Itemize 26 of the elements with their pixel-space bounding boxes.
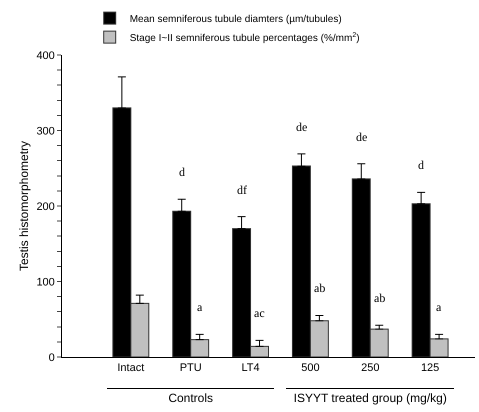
x-tick-label: Intact: [117, 362, 144, 374]
y-axis-title: Testis histomorphometry: [17, 140, 31, 272]
annotation: ab: [374, 291, 386, 305]
text: ISYYT treated group (mg/kg): [292, 391, 448, 405]
text: Controls: [167, 391, 214, 405]
annotation: de: [296, 120, 308, 134]
annotation: d: [418, 158, 424, 172]
y-tick-label: 400: [36, 50, 55, 62]
legend-label: Stage I~II semniferous tubule percentages (%/mm$^{2}$): [130, 32, 360, 44]
annotation: ac: [254, 306, 265, 320]
x-tick-label: 500: [301, 362, 320, 374]
x-tick-label: 250: [361, 362, 380, 374]
annotation: df: [237, 183, 247, 197]
y-tick-label: 200: [36, 200, 55, 213]
annotation: de: [356, 130, 368, 144]
y-tick-label: 300: [36, 125, 55, 138]
y-tick-label: 100: [36, 276, 55, 288]
x-tick-label: LT4: [241, 362, 260, 374]
annotation: a: [197, 300, 203, 314]
annotation: a: [436, 300, 442, 314]
annotation: d: [179, 165, 185, 179]
x-tick-label: PTU: [180, 362, 202, 374]
x-tick-label: 125: [420, 362, 440, 374]
legend-label: Mean semniferous tubule diamters (µm/tubules): [130, 14, 342, 26]
annotation: ab: [314, 281, 326, 295]
y-tick-label: 0: [48, 352, 55, 364]
